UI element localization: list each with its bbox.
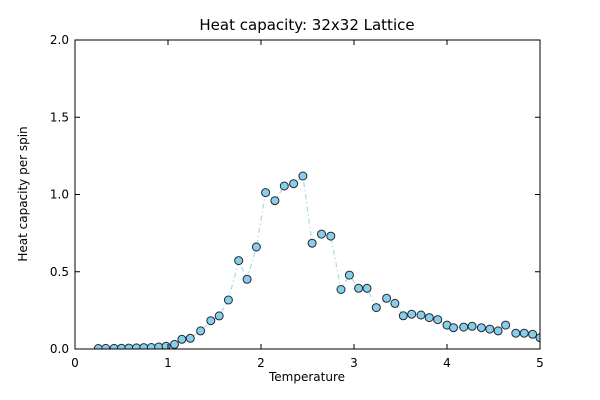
y-tick-label: 1.5 [50,110,69,124]
data-point [146,343,156,349]
data-point [223,295,233,305]
data-point [501,320,511,330]
data-series [93,171,540,349]
data-point [416,310,426,320]
data-point [459,322,469,332]
x-axis-label: Temperature [268,370,345,384]
data-point [234,256,244,266]
data-point [433,315,443,325]
data-point [371,303,381,313]
data-point [344,270,354,280]
y-tick-labels: 0.0 0.5 1.0 1.5 2.0 [50,33,69,356]
data-point [298,171,308,181]
data-point [117,343,126,349]
axis-ticks [74,39,541,350]
y-axis-label: Heat capacity per spin [16,126,30,261]
data-point [289,179,299,189]
data-point [528,329,538,339]
data-point [177,334,187,344]
data-point [476,323,486,333]
data-point [131,343,141,349]
y-tick-label: 2.0 [50,33,69,47]
data-point [354,283,364,293]
data-point [242,274,252,284]
data-point [449,323,458,333]
data-point [196,326,206,336]
data-point [398,311,408,321]
data-point [307,238,317,248]
data-point [519,328,529,338]
data-point [390,298,400,308]
data-point [467,321,477,331]
data-point [511,328,521,338]
data-point [382,293,392,303]
x-tick-label: 5 [536,356,544,370]
data-point [124,343,134,349]
x-tick-label: 3 [350,356,358,370]
x-tick-label: 1 [164,356,172,370]
x-tick-labels: 0 1 2 3 4 5 [71,356,544,370]
data-point [251,242,261,252]
data-point [185,333,195,343]
data-point [101,343,111,349]
data-point [485,324,495,334]
y-tick-label: 0.5 [50,265,69,279]
chart-title: Heat capacity: 32x32 Lattice [199,16,414,34]
x-tick-label: 2 [257,356,265,370]
data-point [317,229,326,239]
data-point [214,311,224,321]
data-point [336,285,346,294]
data-point [279,181,289,191]
y-tick-label: 1.0 [50,188,69,202]
x-tick-label: 0 [71,356,79,370]
data-point [206,316,216,326]
plot-area-border [74,39,541,350]
data-point [139,343,149,349]
data-point [407,309,417,319]
data-point [535,333,540,343]
y-tick-label: 0.0 [50,342,69,356]
data-point [270,196,280,206]
data-point [362,283,372,293]
data-point [493,326,503,336]
x-tick-label: 4 [443,356,451,370]
data-point [326,231,336,241]
data-point [261,188,271,198]
data-point [424,313,434,323]
data-point [170,339,179,349]
data-point [109,343,119,349]
data-point [154,342,164,349]
